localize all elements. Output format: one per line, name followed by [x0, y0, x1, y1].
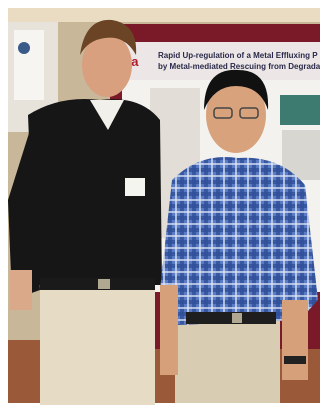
person-left	[8, 19, 162, 405]
wall-top	[8, 8, 320, 22]
poster-title: by Metal-mediated Rescuing from Degradat…	[158, 62, 320, 71]
glasses	[239, 107, 259, 119]
shirt	[160, 156, 318, 325]
poster-figure	[280, 95, 320, 125]
face	[206, 77, 266, 153]
belt	[186, 312, 276, 324]
sleeve	[8, 130, 40, 300]
buckle	[98, 279, 110, 289]
belt	[40, 278, 155, 290]
undershirt	[90, 100, 124, 130]
hair	[80, 19, 137, 55]
watch	[284, 356, 306, 364]
arm	[10, 270, 32, 310]
name-tag	[125, 178, 145, 196]
person-right	[160, 69, 318, 403]
trousers	[175, 318, 280, 403]
glasses	[213, 107, 233, 119]
arm	[282, 300, 308, 380]
trousers	[40, 275, 155, 405]
shirt	[28, 99, 162, 285]
left-notice	[14, 30, 44, 100]
poster-title: Rapid Up-regulation of a Metal Effluxing…	[158, 51, 318, 60]
buckle	[232, 313, 242, 323]
face	[82, 33, 132, 97]
hair	[204, 69, 269, 110]
left-badge	[18, 42, 30, 54]
arm	[160, 285, 178, 375]
